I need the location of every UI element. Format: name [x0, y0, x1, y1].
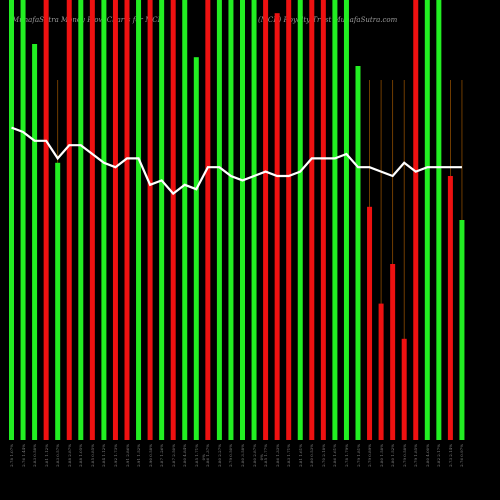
chart-header-left: MunafaSutra Money Flow Charts for MCR — [12, 16, 163, 24]
bar-31 — [367, 206, 373, 440]
bar-33 — [390, 264, 396, 440]
bar-1 — [20, 0, 26, 440]
x-tick-label: 2.79 1.81% — [355, 444, 361, 467]
x-tick-label: 2.86 1.33% — [274, 444, 280, 467]
x-tick-label: 2.85 0.85% — [89, 444, 95, 467]
x-tick-label: 2.76 0.97% — [459, 444, 465, 467]
bar-5 — [66, 0, 72, 440]
bar-35 — [413, 0, 419, 440]
bar-20 — [240, 0, 245, 440]
x-tick-label: 2.91 2.86% — [124, 444, 130, 467]
x-tick-label: 2.80 0.53% — [309, 444, 315, 467]
bar-7 — [89, 0, 95, 440]
bar-37 — [436, 0, 442, 440]
bar-25 — [297, 0, 303, 440]
x-tick-label: 2.83 0.57% — [55, 444, 61, 467]
x-tick-label: 2.90 0.58% — [147, 444, 153, 467]
x-tick-label: 2.80 4.84% — [182, 444, 188, 467]
bar-9 — [112, 0, 118, 440]
bar-18 — [216, 0, 222, 440]
bar-17 — [205, 0, 211, 440]
x-tick-label: 2.82 2.17% — [436, 444, 442, 467]
x-tick-label: 2.87 2.50% — [170, 444, 176, 467]
bar-30 — [355, 66, 361, 440]
bar-13 — [159, 0, 165, 440]
chart-header-right: (MCR) Royalty Trust MunafaSutra.com — [258, 16, 398, 24]
bar-32 — [378, 303, 384, 440]
x-tick-label: 2.92 1.73% — [112, 444, 118, 467]
x-tick-label: 2.88 2.87% — [66, 444, 72, 467]
trend-line — [11, 126, 462, 196]
x-tick-label: 2.80 3.58% — [240, 444, 245, 467]
x-tick-label: 2.83 0.58% — [32, 444, 38, 467]
x-tick-label: 2.80 1.52% — [390, 444, 396, 467]
x-tick-label: 2.80 2.27% — [216, 444, 222, 467]
bar-28 — [332, 0, 338, 440]
bar-4 — [55, 162, 61, 441]
bar-39 — [459, 220, 465, 440]
x-tick-label: 2.79 0.58% — [401, 444, 407, 467]
bar-19 — [228, 0, 234, 440]
bar-8 — [101, 0, 107, 440]
x-tick-label: 2.91 1.52% — [136, 444, 142, 467]
bar-24 — [286, 0, 292, 440]
bar-10 — [124, 0, 130, 440]
x-tick-label: 2.73 2.14% — [447, 444, 453, 467]
x-tick-label: 2.84 1.12% — [101, 444, 107, 467]
x-tick-label: 2.79 0.89% — [367, 444, 373, 467]
bar-16 — [193, 57, 199, 440]
x-tick-label: 2.86 1.61% — [332, 444, 338, 467]
x-tick-label: 2.79 0.50% — [228, 444, 234, 467]
marker-label: 0% — [201, 454, 206, 461]
bar-0 — [9, 0, 14, 440]
bar-23 — [274, 13, 280, 440]
x-tick-label: 2.78 1.79% — [343, 444, 349, 467]
x-tick-label: 2.81 1.12% — [43, 444, 49, 467]
bar-29 — [343, 0, 349, 440]
x-tick-label: 2.81 1.61% — [297, 444, 303, 467]
x-tick-label: 2.83 1.71% — [286, 444, 292, 467]
bar-36 — [424, 0, 430, 440]
x-tick-label: 2.87 1.26% — [159, 444, 165, 467]
bar-12 — [147, 0, 153, 440]
bar-6 — [78, 0, 84, 440]
x-tick-label: 2.79 1.85% — [413, 444, 419, 467]
bar-14 — [170, 0, 176, 440]
x-tick-label: 2.70 2.18% — [320, 444, 326, 467]
bar-2 — [32, 44, 38, 440]
bar-22 — [263, 0, 269, 440]
x-tick-label: 2.80 1.58% — [378, 444, 384, 467]
x-tick-label: 2.80 4.00% — [424, 444, 430, 467]
bar-11 — [136, 0, 142, 440]
bar-38 — [447, 176, 453, 440]
bar-27 — [320, 0, 326, 440]
bar-3 — [43, 0, 49, 440]
bar-34 — [401, 338, 407, 440]
bar-15 — [182, 0, 188, 440]
bar-series — [9, 0, 465, 441]
bar-26 — [309, 0, 315, 440]
x-tick-label: 2.80 2.87% — [251, 444, 257, 467]
x-tick-label: 2.85 1.71% — [193, 444, 199, 467]
marker-label: 0% — [259, 454, 264, 461]
x-tick-label: 2.76 1.44% — [20, 444, 26, 467]
x-tick-label: 2.86 1.37% — [205, 444, 211, 467]
x-tick-label: 2.78 1.07% — [9, 444, 14, 467]
bar-21 — [251, 0, 257, 440]
x-tick-label: 2.88 1.05% — [78, 444, 84, 467]
